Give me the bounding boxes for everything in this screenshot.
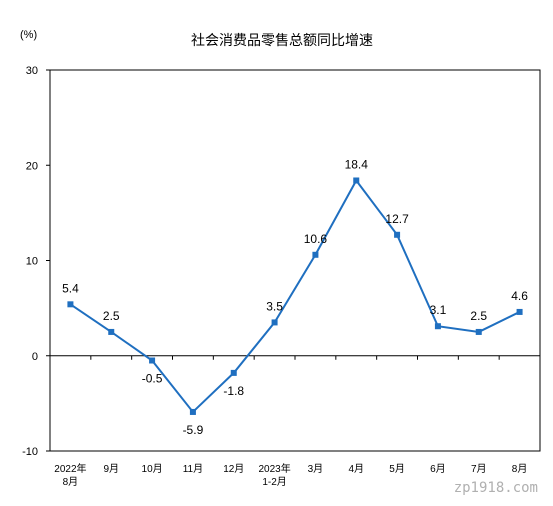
x-tick-label: 2023年 1-2月 [258, 462, 290, 488]
data-label: 5.4 [62, 281, 79, 295]
x-tick-label: 10月 [142, 463, 163, 475]
data-point [516, 308, 523, 315]
data-point [67, 301, 74, 308]
y-tick-label: 10 [26, 256, 38, 268]
data-point [149, 357, 156, 364]
data-point [394, 231, 401, 238]
x-tick-label: 4月 [348, 463, 364, 475]
data-label: 2.5 [470, 309, 487, 323]
data-point [353, 177, 360, 184]
watermark: zp1918.com [454, 480, 538, 496]
data-label: 4.6 [511, 289, 528, 303]
data-point [475, 328, 482, 335]
data-label: 12.7 [385, 212, 409, 226]
data-label: 2.5 [103, 309, 120, 323]
x-tick-label: 2022年 8月 [54, 462, 86, 488]
data-label: 3.5 [266, 299, 283, 313]
y-tick-label: -10 [22, 446, 38, 458]
axes: -10 0 10 20 30 2022年 8月 9月 10月 11月 12月 2023年 1-2月 3月 4… [22, 65, 541, 488]
plot-frame [49, 69, 541, 452]
data-label: -0.5 [142, 372, 163, 386]
data-label: -5.9 [183, 423, 204, 437]
series-line [69, 178, 521, 414]
x-tick-label: 5月 [389, 463, 405, 475]
data-point [230, 369, 237, 376]
data-label: -1.8 [223, 384, 244, 398]
x-tick-label: 7月 [471, 463, 487, 475]
plot-area: 5.4 2.5 -0.5 -5.9 -1.8 3.5 10.6 18.4 12.7 3.1 2.5 4… [62, 157, 528, 436]
data-point [312, 251, 319, 258]
chart-title: 社会消费品零售总额同比增速 [191, 32, 373, 48]
x-tick-label: 12月 [223, 463, 244, 475]
x-tick-label: 3月 [308, 463, 324, 475]
y-tick-label: 30 [26, 65, 38, 77]
data-label: 3.1 [430, 303, 447, 317]
x-tick-label: 9月 [103, 463, 119, 475]
data-point [108, 328, 115, 335]
y-tick-label: 20 [26, 160, 38, 172]
data-point [434, 323, 441, 330]
data-label: 10.6 [304, 232, 328, 246]
data-label: 18.4 [345, 157, 369, 171]
data-point [271, 319, 278, 326]
x-tick-label: 8月 [512, 463, 528, 475]
x-tick-label: 6月 [430, 463, 446, 475]
y-axis-unit: (%) [20, 29, 37, 41]
x-tick-label: 11月 [183, 463, 203, 475]
data-point [189, 408, 196, 415]
y-tick-label: 0 [32, 351, 38, 363]
